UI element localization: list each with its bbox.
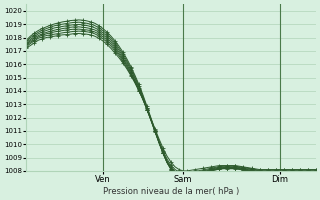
X-axis label: Pression niveau de la mer( hPa ): Pression niveau de la mer( hPa ) [103, 187, 239, 196]
